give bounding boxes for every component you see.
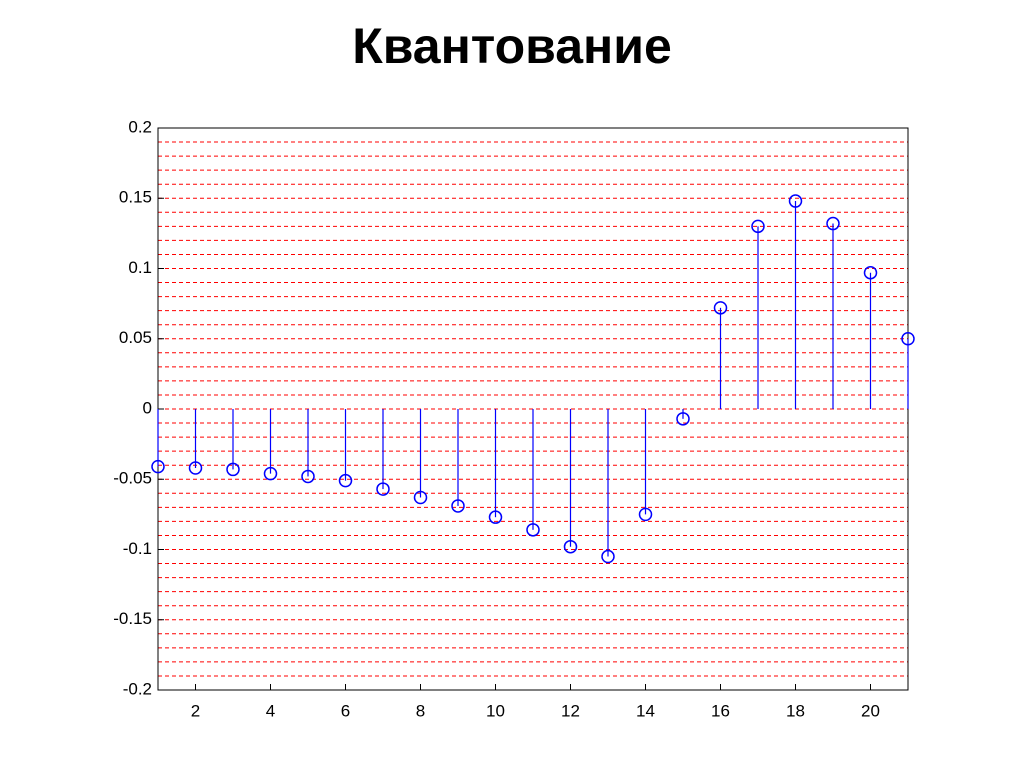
stem-marker <box>451 499 465 513</box>
y-tick-label: 0 <box>143 398 152 417</box>
stem-marker <box>151 459 165 474</box>
x-tick-label: 4 <box>266 701 275 720</box>
stem-marker <box>601 549 615 564</box>
stem-marker <box>901 332 915 346</box>
stem-marker <box>863 265 878 280</box>
x-tick-label: 16 <box>711 701 730 720</box>
stem-marker <box>338 473 353 488</box>
stem-marker <box>788 194 803 208</box>
stem-marker <box>713 301 728 315</box>
x-tick-label: 12 <box>561 701 580 720</box>
stem-marker <box>526 523 540 537</box>
stem-marker <box>751 219 765 234</box>
stem-marker <box>413 490 428 505</box>
y-tick-label: -0.2 <box>123 679 152 698</box>
stem-marker <box>188 461 203 475</box>
y-tick-label: 0.1 <box>128 258 152 277</box>
y-tick-label: -0.15 <box>113 609 152 628</box>
stem-marker <box>563 539 578 554</box>
stem-marker <box>638 507 653 522</box>
x-tick-label: 2 <box>191 701 200 720</box>
y-tick-label: 0.15 <box>119 188 152 207</box>
y-tick-label: 0.2 <box>128 117 152 136</box>
y-tick-label: 0.05 <box>119 328 152 347</box>
x-tick-label: 10 <box>486 701 505 720</box>
stem-marker <box>488 510 503 524</box>
stem-marker <box>676 412 690 426</box>
stem-marker <box>376 482 390 496</box>
y-tick-label: -0.1 <box>123 539 152 558</box>
x-tick-label: 18 <box>786 701 805 720</box>
x-tick-label: 8 <box>416 701 425 720</box>
x-tick-label: 6 <box>341 701 350 720</box>
y-tick-label: -0.05 <box>113 469 152 488</box>
stem-marker <box>226 462 240 477</box>
stem-marker <box>263 466 278 481</box>
x-tick-label: 14 <box>636 701 655 720</box>
stem-marker <box>826 216 840 231</box>
x-tick-label: 20 <box>861 701 880 720</box>
slide-title: Квантование <box>352 18 672 74</box>
stem-marker <box>301 469 315 484</box>
